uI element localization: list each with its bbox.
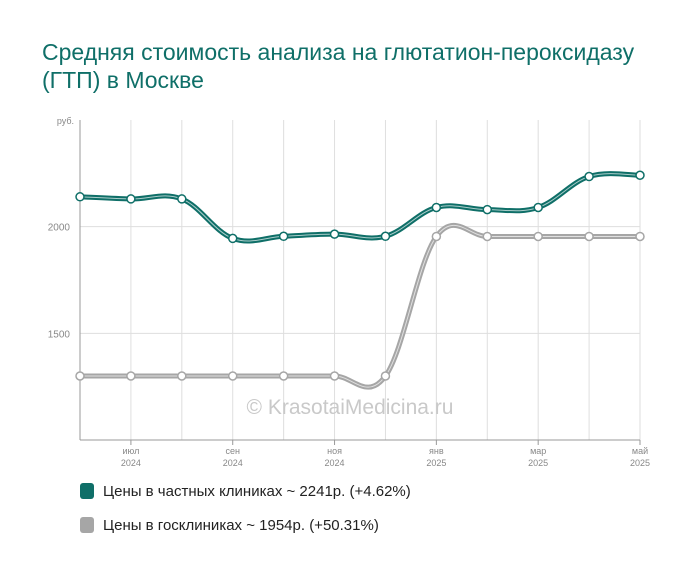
y-axis-unit: руб. bbox=[57, 116, 74, 126]
x-tick-month: май bbox=[632, 446, 648, 456]
watermark: © KrasotaiMedicina.ru bbox=[246, 396, 454, 419]
data-point-public bbox=[75, 371, 85, 381]
data-point-public bbox=[431, 231, 442, 242]
x-tick-month: ноя bbox=[327, 446, 342, 456]
legend-label-private: Цены в частных клиниках ~ 2241р. (+4.62%… bbox=[103, 482, 411, 500]
data-point-private bbox=[380, 231, 391, 242]
data-point-private bbox=[329, 229, 340, 239]
series-line-private bbox=[77, 171, 643, 244]
data-point-public bbox=[227, 371, 238, 381]
series-line-highlight-private bbox=[79, 173, 641, 242]
legend-item-private[interactable]: Цены в частных клиниках ~ 2241р. (+4.62%… bbox=[80, 481, 411, 501]
x-tick-month: сен bbox=[225, 446, 240, 456]
data-point-private bbox=[584, 171, 594, 182]
legend-swatch-public bbox=[80, 517, 94, 533]
data-point-private bbox=[533, 202, 543, 213]
x-tick-month: янв bbox=[429, 446, 444, 456]
legend-label-public: Цены в госклиниках ~ 1954р. (+50.31%) bbox=[103, 516, 379, 534]
data-point-private bbox=[482, 204, 493, 215]
data-point-public bbox=[584, 231, 594, 242]
x-tick-year: 2025 bbox=[630, 458, 650, 468]
x-tick-year: 2025 bbox=[426, 458, 446, 468]
data-point-public bbox=[278, 371, 289, 381]
data-point-private bbox=[177, 194, 187, 204]
data-point-public bbox=[126, 371, 136, 381]
x-tick-month: мар bbox=[530, 446, 546, 456]
data-point-public bbox=[329, 371, 340, 381]
data-point-public bbox=[380, 371, 391, 381]
x-tick-year: 2024 bbox=[223, 458, 243, 468]
data-point-private bbox=[227, 233, 238, 244]
data-point-public bbox=[177, 371, 187, 381]
y-tick-label: 2000 bbox=[48, 223, 71, 234]
chart-title: Средняя стоимость анализа на глютатион-п… bbox=[42, 39, 635, 93]
x-tick-year: 2024 bbox=[121, 458, 141, 468]
data-point-private bbox=[126, 194, 136, 204]
y-tick-label: 1500 bbox=[48, 329, 71, 340]
data-point-private bbox=[635, 170, 645, 181]
data-point-public bbox=[482, 231, 493, 242]
x-tick-year: 2024 bbox=[325, 458, 345, 468]
legend-item-public[interactable]: Цены в госклиниках ~ 1954р. (+50.31%) bbox=[80, 515, 379, 535]
data-point-private bbox=[75, 192, 85, 202]
series-line-highlight-public bbox=[80, 224, 640, 388]
data-point-private bbox=[278, 231, 289, 242]
x-tick-year: 2025 bbox=[528, 458, 548, 468]
x-tick-month: июл bbox=[122, 446, 139, 456]
data-point-public bbox=[635, 231, 645, 242]
data-point-public bbox=[533, 231, 543, 242]
series-line-public bbox=[77, 222, 643, 390]
data-point-private bbox=[431, 202, 442, 213]
legend-swatch-private bbox=[80, 483, 94, 499]
